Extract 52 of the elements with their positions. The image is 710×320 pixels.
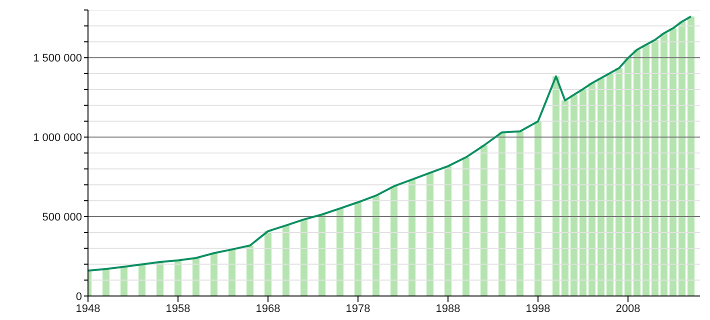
- bar: [634, 50, 640, 296]
- x-tick-label: 1988: [436, 302, 460, 315]
- bar: [670, 28, 676, 296]
- bar: [390, 186, 398, 296]
- bar: [678, 22, 686, 296]
- bar: [102, 268, 110, 296]
- x-tick-label: 1958: [166, 302, 190, 315]
- x-tick-label: 1978: [346, 302, 370, 315]
- bar: [570, 94, 578, 296]
- bar: [462, 157, 470, 296]
- bar: [606, 73, 614, 296]
- bar: [688, 16, 694, 296]
- bar: [300, 219, 308, 296]
- bar: [408, 180, 416, 296]
- bar: [354, 202, 362, 296]
- bar: [516, 131, 524, 296]
- bar: [562, 100, 568, 296]
- x-tick-label: 1998: [526, 302, 550, 315]
- bar: [120, 266, 128, 296]
- bar: [660, 33, 668, 296]
- bar: [616, 68, 622, 296]
- y-tick-label: 1 500 000: [33, 52, 82, 65]
- bar: [192, 258, 200, 296]
- bar: [498, 132, 506, 296]
- bar: [642, 44, 650, 296]
- bar: [264, 231, 272, 296]
- bar: [372, 196, 380, 296]
- y-tick-label: 1 000 000: [33, 132, 82, 144]
- bar: [552, 76, 560, 296]
- y-tick-label: 0: [76, 290, 82, 303]
- y-tick-label: 500 000: [42, 211, 82, 224]
- bar: [282, 225, 290, 296]
- bar: [246, 245, 254, 296]
- bar: [174, 260, 182, 296]
- bar: [480, 145, 488, 296]
- bar: [580, 89, 586, 296]
- bar: [652, 40, 658, 296]
- x-tick-label: 1948: [76, 302, 100, 315]
- bar: [444, 166, 452, 296]
- line-series: [88, 16, 692, 272]
- bar: [624, 58, 632, 296]
- bar: [318, 214, 326, 296]
- bar: [588, 83, 596, 296]
- x-tick-label: 2008: [616, 302, 640, 315]
- bar: [336, 208, 344, 296]
- bar: [534, 121, 542, 296]
- bar: [426, 172, 434, 296]
- bar: [228, 249, 236, 296]
- bar: [598, 78, 604, 296]
- bar: [210, 253, 218, 296]
- bar: [138, 264, 146, 296]
- x-tick-label: 1968: [256, 302, 280, 315]
